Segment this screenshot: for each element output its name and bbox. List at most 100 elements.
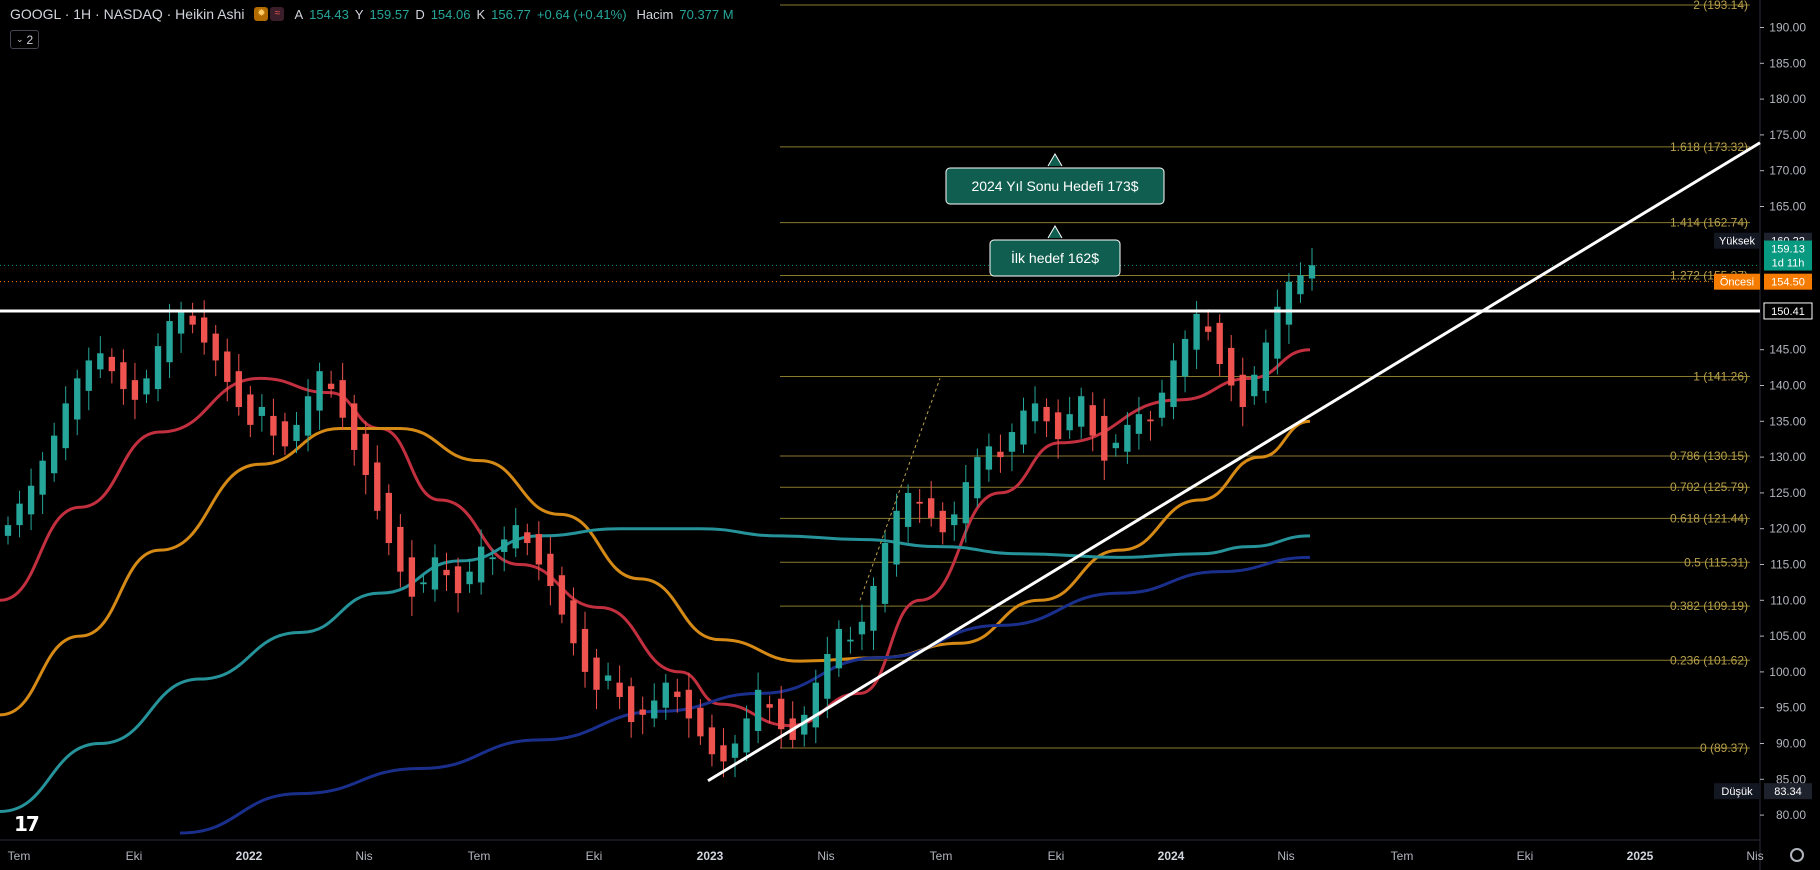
candle-body [351,403,358,450]
candle-body [570,600,577,644]
low-value: 154.06 [430,6,471,22]
fib-level-label: 1.618 (173.32) [1670,140,1748,154]
candle-body [766,704,773,708]
candle-body [1124,424,1131,452]
badge-label: Öncesi [1720,277,1754,289]
candle-body [512,525,519,549]
time-axis-label: Nis [1746,849,1763,863]
candle-body [547,553,554,586]
candle-body [108,356,116,372]
candle-body [97,353,104,370]
indicator-count: 2 [26,32,34,47]
candle-body [731,743,739,758]
time-axis-label: Eki [1517,849,1534,863]
callout-text: İlk hedef 162$ [1011,249,1099,266]
wave-icon[interactable]: ≈ [270,7,285,21]
high-label: Y [354,6,364,22]
fib-level-label: 1.414 (162.74) [1670,216,1748,230]
price-tick-label: 90.00 [1776,737,1806,751]
time-axis-label: 2025 [1627,849,1654,863]
candle-body [235,371,242,407]
candle-body [835,628,843,669]
callout-box [945,167,1165,205]
close-label: K [476,6,486,22]
candle-body [62,403,69,449]
candle-body [16,503,23,526]
candle-body [501,539,508,552]
badge-label: Yüksek [1719,236,1756,248]
callout-arrow [1047,225,1063,239]
candle-body [893,510,900,565]
badge-value-bg [1764,783,1812,800]
candle-body [708,727,716,755]
price-tick-label: 100.00 [1769,665,1806,679]
ma-fast-line [0,348,1311,728]
badge-value-bg [1764,273,1812,290]
candle-body [524,532,531,544]
candle-body [1112,442,1119,449]
time-axis-label: Nis [817,849,834,863]
badge-label-bg [1714,273,1760,290]
candle-body [39,460,46,495]
candle-body [281,421,289,447]
candle-body [1054,412,1062,440]
badge-label: Düşük [1721,786,1753,798]
earnings-icon[interactable]: ✹ [254,7,269,21]
candle-body [362,433,369,475]
price-tick-label: 165.00 [1769,200,1806,214]
candle-body [1078,396,1085,427]
fib-level-label: 2 (193.14) [1693,0,1748,12]
candle-body [1101,415,1108,461]
price-tick-label: 80.00 [1776,808,1806,822]
candle-body [997,451,1004,458]
candle-body [420,582,427,585]
candle-body [858,621,866,635]
fib-level-label: 0.702 (125.79) [1670,480,1748,494]
symbol-title[interactable]: GOOGL · 1H · NASDAQ · Heikin Ashi [10,6,245,22]
candle-body [477,546,485,583]
price-tick-label: 85.00 [1776,772,1806,786]
price-tick-label: 95.00 [1776,701,1806,715]
year-end-target-callout: 2024 Yıl Sonu Hedefi 173$ [945,153,1165,205]
candle-body [974,457,981,499]
badge-label-bg [1714,783,1760,800]
price-axis: 190.00 185.00 180.00 175.00 170.00 165.00 145.… [1760,21,1806,822]
price-tick-label: 130.00 [1769,450,1806,464]
gear-icon[interactable] [1790,848,1804,862]
price-tick-label: 175.00 [1769,128,1806,142]
fib-level-label: 0 (89.37) [1700,741,1748,755]
candle-body [154,346,162,390]
candle-body [1297,275,1304,295]
ma-mid-line [0,419,1311,717]
price-tick-label: 105.00 [1769,629,1806,643]
candle-body [1181,338,1189,377]
candle-body [224,351,231,382]
candle-body [593,657,600,690]
ma-slow-line [0,527,1311,814]
candle-body [489,557,496,560]
fib-level-label: 0.618 (121.44) [1670,511,1748,525]
candle-body [847,639,854,642]
time-axis-label: Nis [1277,849,1294,863]
time-axis-label: 2023 [697,849,724,863]
candle-body [50,435,58,474]
tradingview-logo-icon[interactable]: 17 [14,812,40,836]
fib-level-label: 0.786 (130.15) [1670,449,1748,463]
candle-body [1285,281,1293,325]
candle-body [985,446,993,470]
candle-body [928,498,935,518]
candle-body [316,371,323,411]
candle-body [1043,406,1050,422]
collapse-indicators-button[interactable]: ⌄ 2 [10,30,40,49]
callout-box [989,239,1121,277]
candle-body [1228,347,1235,386]
badge-value-bg [1764,240,1812,271]
candle-body [720,745,727,762]
callout-arrow [1047,153,1063,167]
candle-body [293,424,300,441]
candle-body [1274,306,1281,359]
close-value: 156.77 [491,6,531,22]
high-value: 159.57 [369,6,410,22]
